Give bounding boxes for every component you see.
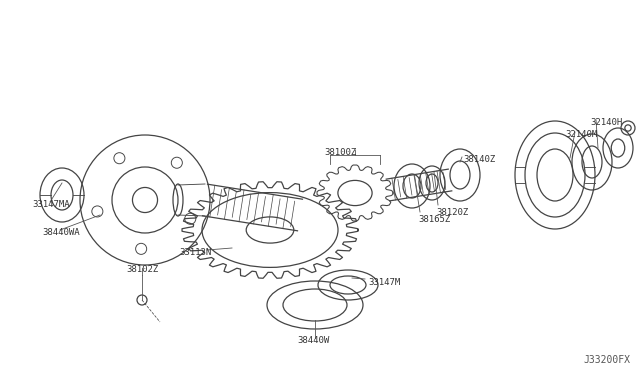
Text: 32140M: 32140M <box>565 130 597 139</box>
Text: 38440WA: 38440WA <box>42 228 79 237</box>
Text: 32140H: 32140H <box>590 118 622 127</box>
Text: 38102Z: 38102Z <box>126 265 158 274</box>
Text: 33147M: 33147M <box>368 278 400 287</box>
Text: 38165Z: 38165Z <box>418 215 451 224</box>
Text: 33147MA: 33147MA <box>32 200 70 209</box>
Text: 38120Z: 38120Z <box>436 208 468 217</box>
Text: J33200FX: J33200FX <box>583 355 630 365</box>
Text: 38100Z: 38100Z <box>324 148 356 157</box>
Text: 38440W: 38440W <box>297 336 329 345</box>
Text: 33113N: 33113N <box>179 248 211 257</box>
Text: 38140Z: 38140Z <box>463 155 495 164</box>
